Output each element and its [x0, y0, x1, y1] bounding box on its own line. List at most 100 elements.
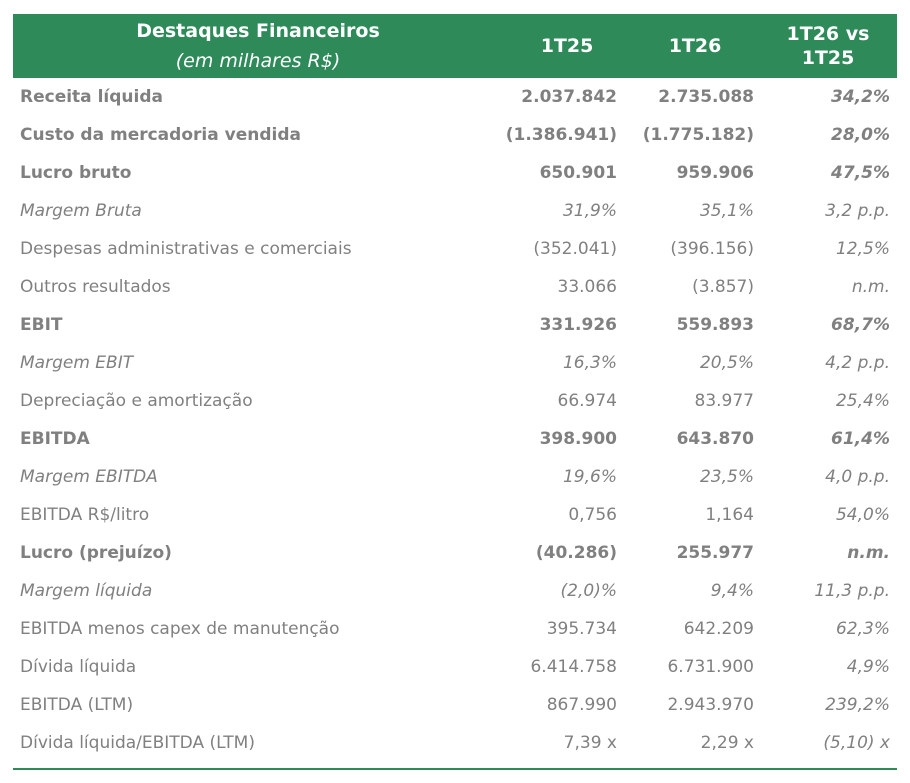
- value-1t26: 20,5%: [699, 353, 754, 373]
- value-1t26: 2.943.970: [667, 695, 754, 715]
- value-1t25: 398.900: [539, 429, 617, 449]
- value-variation: 28,0%: [831, 125, 890, 145]
- row-label: Margem líquida: [20, 581, 153, 601]
- value-variation: 61,4%: [831, 429, 890, 449]
- value-1t26: 255.977: [676, 543, 754, 563]
- row-label: Depreciação e amortização: [20, 391, 253, 411]
- row-label: Receita líquida: [20, 87, 163, 107]
- row-label: Margem EBIT: [20, 353, 134, 373]
- header-subtitle: (em milhares R$): [175, 50, 341, 72]
- table-row: EBITDA (LTM) 867.990 2.943.970 239,2%: [13, 686, 897, 724]
- value-variation: (5,10) x: [823, 733, 890, 753]
- value-variation: 12,5%: [835, 239, 890, 259]
- table-row: Outros resultados 33.066 (3.857) n.m.: [13, 268, 897, 306]
- table-row: Receita líquida 2.037.842 2.735.088 34,2%: [13, 78, 897, 116]
- value-variation: 62,3%: [835, 619, 890, 639]
- value-1t25: 331.926: [539, 315, 617, 335]
- table-row: Dívida líquida 6.414.758 6.731.900 4,9%: [13, 648, 897, 686]
- value-variation: 4,0 p.p.: [825, 467, 890, 487]
- value-1t26: 9,4%: [710, 581, 754, 601]
- value-1t26: 642.209: [683, 619, 754, 639]
- row-label: Lucro (prejuízo): [20, 543, 172, 563]
- value-variation: 239,2%: [825, 695, 890, 715]
- row-label: EBIT: [20, 315, 63, 335]
- row-label: Dívida líquida/EBITDA (LTM): [20, 733, 255, 753]
- value-1t25: 16,3%: [562, 353, 617, 373]
- value-1t25: 2.037.842: [521, 87, 617, 107]
- value-1t25: 66.974: [557, 391, 617, 411]
- value-1t26: 83.977: [694, 391, 754, 411]
- table-row: Despesas administrativas e comerciais (35…: [13, 230, 897, 268]
- value-1t26: 2,29 x: [700, 733, 754, 753]
- header-col-variation: 1T26 vs 1T25: [759, 22, 897, 70]
- value-1t26: 643.870: [676, 429, 754, 449]
- table-body: Receita líquida 2.037.842 2.735.088 34,2% Cu…: [13, 78, 897, 762]
- table-row: EBITDA 398.900 643.870 61,4%: [13, 420, 897, 458]
- value-1t26: (396.156): [670, 239, 754, 259]
- value-1t26: 23,5%: [699, 467, 754, 487]
- header-col-1t25: 1T25: [540, 35, 594, 57]
- row-label: Custo da mercadoria vendida: [20, 125, 301, 145]
- value-1t25: 7,39 x: [563, 733, 617, 753]
- row-label: EBITDA menos capex de manutenção: [20, 619, 340, 639]
- value-variation: 54,0%: [835, 505, 890, 525]
- row-label: EBITDA R$/litro: [20, 505, 150, 525]
- row-label: Despesas administrativas e comerciais: [20, 239, 352, 259]
- value-variation: 34,2%: [831, 87, 890, 107]
- value-1t25: (352.041): [533, 239, 617, 259]
- table-header: Destaques Financeiros (em milhares R$) 1…: [13, 14, 897, 78]
- row-label: Outros resultados: [20, 277, 171, 297]
- row-label: Lucro bruto: [20, 163, 132, 183]
- value-1t26: (1.775.182): [642, 125, 754, 145]
- value-1t25: 31,9%: [562, 201, 617, 221]
- value-1t25: 650.901: [539, 163, 617, 183]
- row-label: Dívida líquida: [20, 657, 137, 677]
- header-col-1t26: 1T26: [668, 35, 722, 57]
- value-1t26: 959.906: [676, 163, 754, 183]
- value-variation: 25,4%: [835, 391, 890, 411]
- value-variation: 4,2 p.p.: [825, 353, 890, 373]
- value-1t26: 1,164: [705, 505, 754, 525]
- value-variation: 4,9%: [846, 657, 890, 677]
- table-row: Lucro bruto 650.901 959.906 47,5%: [13, 154, 897, 192]
- value-1t26: (3.857): [692, 277, 754, 297]
- table-row: Dívida líquida/EBITDA (LTM) 7,39 x 2,29 x (…: [13, 724, 897, 762]
- table-row: Margem líquida (2,0)% 9,4% 11,3 p.p.: [13, 572, 897, 610]
- table-row: Margem EBIT 16,3% 20,5% 4,2 p.p.: [13, 344, 897, 382]
- value-variation: n.m.: [847, 543, 890, 563]
- table-bottom-rule: [13, 768, 897, 770]
- header-col-variation-line2: 1T25: [801, 47, 855, 69]
- table-row: Margem Bruta 31,9% 35,1% 3,2 p.p.: [13, 192, 897, 230]
- value-1t26: 35,1%: [699, 201, 754, 221]
- header-col-variation-line1: 1T26 vs: [786, 23, 870, 45]
- value-1t25: 867.990: [546, 695, 617, 715]
- value-1t25: (2,0)%: [560, 581, 617, 601]
- header-title: Destaques Financeiros: [136, 20, 380, 42]
- value-variation: 47,5%: [831, 163, 890, 183]
- value-1t26: 6.731.900: [667, 657, 754, 677]
- value-variation: 3,2 p.p.: [825, 201, 890, 221]
- value-1t25: 33.066: [557, 277, 617, 297]
- value-1t25: 395.734: [546, 619, 617, 639]
- table-row: Margem EBITDA 19,6% 23,5% 4,0 p.p.: [13, 458, 897, 496]
- value-1t25: 0,756: [568, 505, 617, 525]
- table-row: EBITDA R$/litro 0,756 1,164 54,0%: [13, 496, 897, 534]
- value-variation: n.m.: [851, 277, 890, 297]
- header-title-cell: Destaques Financeiros (em milhares R$): [13, 16, 503, 76]
- row-label: EBITDA: [20, 429, 90, 449]
- row-label: EBITDA (LTM): [20, 695, 134, 715]
- table-row: Lucro (prejuízo) (40.286) 255.977 n.m.: [13, 534, 897, 572]
- table-row: EBITDA menos capex de manutenção 395.734 6…: [13, 610, 897, 648]
- value-1t25: (1.386.941): [505, 125, 617, 145]
- value-variation: 11,3 p.p.: [814, 581, 890, 601]
- table-row: Depreciação e amortização 66.974 83.977 25,…: [13, 382, 897, 420]
- value-variation: 68,7%: [831, 315, 890, 335]
- value-1t26: 2.735.088: [658, 87, 754, 107]
- value-1t26: 559.893: [676, 315, 754, 335]
- value-1t25: 6.414.758: [530, 657, 617, 677]
- row-label: Margem EBITDA: [20, 467, 158, 487]
- value-1t25: 19,6%: [562, 467, 617, 487]
- value-1t25: (40.286): [535, 543, 617, 563]
- row-label: Margem Bruta: [20, 201, 142, 221]
- table-row: Custo da mercadoria vendida (1.386.941) (1…: [13, 116, 897, 154]
